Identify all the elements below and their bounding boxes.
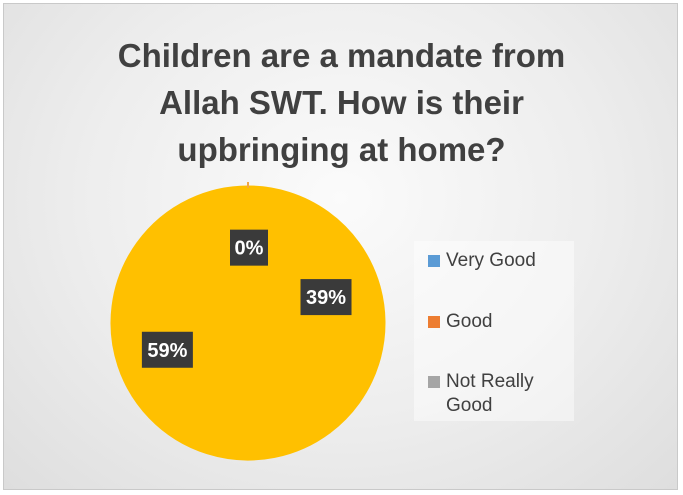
data-label-good-box [300,279,352,316]
data-label-not-really-good-text: 59% [147,340,187,362]
data-label-good-text: 39% [306,287,346,309]
data-label-not-really-good: 59% [141,331,193,368]
data-label-good: 39% [300,279,352,316]
data-label-very-good-box [230,229,268,266]
legend-swatch-good [428,316,440,328]
chart-area: Children are a mandate from Allah SWT. H… [3,3,678,490]
legend-label-very-good: Very Good [446,250,536,271]
data-label-very-good: 0% [230,229,268,266]
legend: Very Good Good Not Really Good [414,241,574,421]
legend-label-not-really-good: Not Really Good [446,370,566,418]
pie-chart: 0% 39% 59% [110,182,386,461]
chart-title: Children are a mandate from Allah SWT. H… [84,32,599,173]
legend-swatch-not-really-good [428,376,440,388]
legend-swatch-very-good [428,255,440,267]
legend-label-good: Good [446,311,493,332]
chart-title-line-2: Allah SWT. How is their [159,84,524,121]
pie-slice-not-really-good [110,185,331,461]
data-label-very-good-text: 0% [235,238,264,260]
chart-title-line-1: Children are a mandate from [117,37,566,74]
data-label-not-really-good-box [141,331,193,368]
legend-label-not-really-good-line-2: Good [446,395,493,416]
legend-label-not-really-good-line-1: Not Really [446,371,534,392]
chart-title-line-3: upbringing at home? [177,131,506,168]
